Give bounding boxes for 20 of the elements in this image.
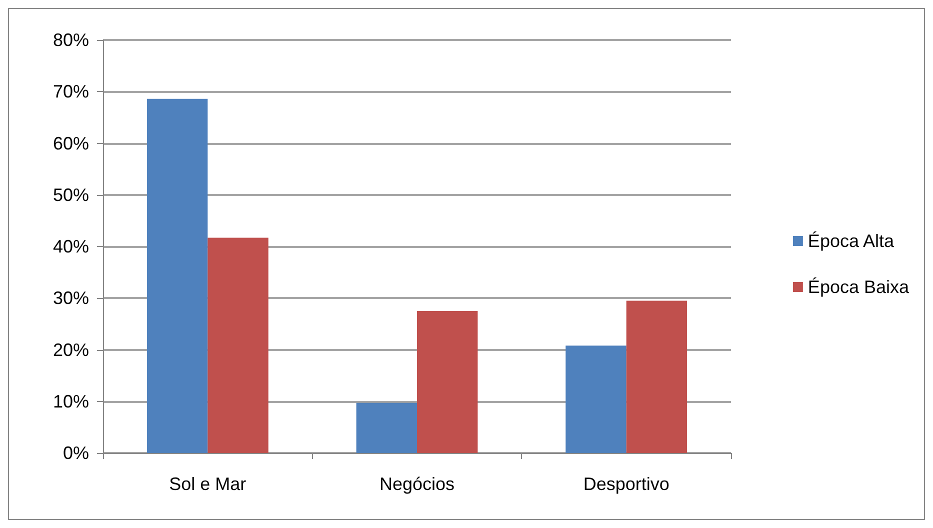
y-tick-label: 50%: [52, 184, 89, 205]
y-tick-label: 20%: [52, 340, 89, 360]
y-tick-label: 10%: [52, 391, 89, 412]
bar: [626, 300, 688, 453]
bar: [566, 346, 626, 453]
legend-label: Época Baixa: [808, 277, 910, 297]
y-tick-label: 80%: [52, 30, 89, 50]
bar: [356, 402, 417, 453]
x-tick-label: Negócios: [379, 474, 455, 494]
y-tick-label: 70%: [52, 82, 89, 102]
x-tick-label: Sol e Mar: [169, 474, 246, 494]
bar: [417, 311, 478, 453]
x-tick-label: Desportivo: [583, 474, 670, 494]
legend-label: Época Alta: [808, 231, 895, 251]
y-tick-label: 0%: [62, 443, 89, 463]
y-tick-label: 30%: [52, 288, 89, 308]
y-tick-label: 40%: [52, 236, 89, 256]
y-tick-label: 60%: [52, 133, 89, 154]
bar: [208, 238, 268, 453]
bar: [146, 98, 208, 453]
